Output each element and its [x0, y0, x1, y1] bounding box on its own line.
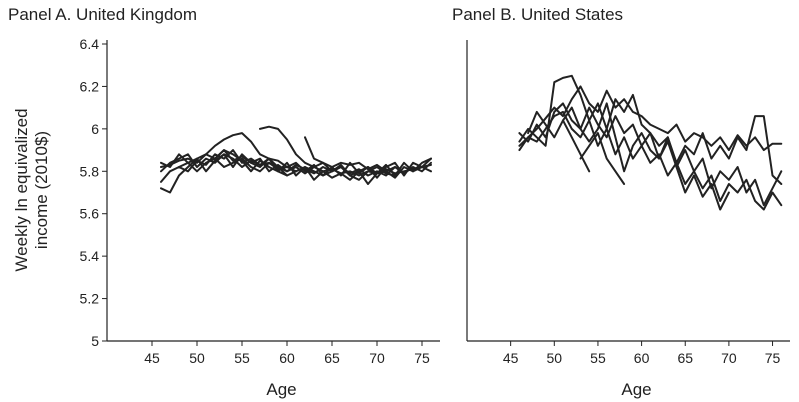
panel-a-series-line-9	[304, 136, 396, 181]
panel-a-series-line-6	[178, 132, 297, 173]
panel-b-series-line-1	[518, 85, 783, 152]
panel-b-us: Panel B. United States 45 50 55 60 65 70 75 Age	[452, 5, 790, 399]
panel-b-series-line-3	[518, 110, 783, 211]
panel-a-y-tick-label: 6.2	[80, 78, 100, 94]
panel-a-x-tick-label: 50	[189, 350, 205, 366]
panel-b-series-line-5	[527, 102, 730, 211]
panel-b-series-line-2	[518, 102, 783, 207]
panel-a-y-tick-label: 5	[91, 333, 99, 349]
panel-a-x-tick-label: 70	[369, 350, 385, 366]
panel-a-y-tick-label: 5.6	[80, 206, 100, 222]
panel-a-y-tick-label: 5.4	[80, 248, 100, 264]
panel-b-series-line-6	[562, 119, 591, 173]
panel-b-x-tick-label: 50	[547, 350, 563, 366]
panel-a-x-axis-title: Age	[266, 380, 296, 399]
y-axis-title-line1: Weekly ln equivalized	[12, 108, 31, 271]
panel-b-x-tick-label: 60	[634, 350, 650, 366]
panel-a-title: Panel A. United Kingdom	[8, 5, 197, 24]
panel-a-x-tick-label: 65	[324, 350, 340, 366]
panel-a-y-tick-label: 5.2	[80, 291, 100, 307]
panel-b-x-tick-label: 45	[503, 350, 519, 366]
panel-a-series-line-2	[160, 153, 432, 194]
panel-a-series-line-3	[160, 149, 432, 183]
panel-a-y-tick-label: 6.4	[80, 36, 100, 52]
y-axis-title-line2: income (2010$)	[32, 131, 51, 249]
panel-a-x-tick-label: 45	[144, 350, 160, 366]
panel-a-y-tick-label: 5.8	[80, 163, 100, 179]
panel-a-uk: Panel A. United Kingdom 45 50 55 60 65 70 75Ag…	[8, 5, 440, 399]
panel-b-x-tick-label: 75	[765, 350, 781, 366]
panel-b-x-tick-label: 70	[721, 350, 737, 366]
panel-b-series-line-4	[518, 74, 783, 185]
panel-a-series-line-7	[214, 149, 288, 177]
panel-b-x-axis-title: Age	[621, 380, 651, 399]
panel-a-y-tick-label: 6	[91, 121, 99, 137]
panel-b-x-tick-label: 55	[590, 350, 606, 366]
panel-b-title: Panel B. United States	[452, 5, 623, 24]
panel-b-x-tick-label: 65	[677, 350, 693, 366]
panel-a-series-line-4	[160, 153, 432, 177]
y-axis-title: Weekly ln equivalized income (2010$)	[12, 108, 51, 271]
panel-a-x-tick-label: 75	[414, 350, 430, 366]
panel-a-series-line-8	[259, 125, 396, 173]
panel-a-x-tick-label: 60	[279, 350, 295, 366]
panel-a-x-tick-label: 55	[234, 350, 250, 366]
panel-b-series-line-7	[579, 132, 626, 185]
